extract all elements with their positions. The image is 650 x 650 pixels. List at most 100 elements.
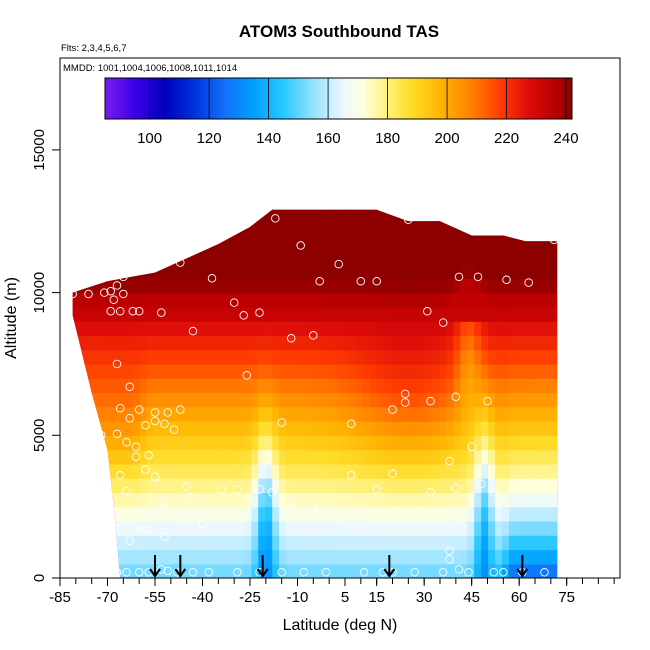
heatmap-cell <box>230 321 238 336</box>
x-axis-tick-label: 60 <box>511 589 528 606</box>
observation-point <box>134 405 144 414</box>
heatmap-cell <box>551 193 559 208</box>
heatmap-cell <box>355 335 364 351</box>
heatmap-cell <box>230 478 238 493</box>
heatmap-cell <box>223 549 231 565</box>
heatmap-cell <box>139 406 148 422</box>
heatmap-cell <box>216 449 224 465</box>
heatmap-cell <box>230 435 238 451</box>
heatmap-cell <box>376 535 385 551</box>
heatmap-cell <box>529 321 538 336</box>
x-axis-tick-label: -55 <box>144 589 166 606</box>
heatmap-cell <box>91 563 99 579</box>
heatmap-cell <box>77 478 85 493</box>
heatmap-cell <box>481 449 489 465</box>
heatmap-cell <box>376 478 385 493</box>
heatmap-cell <box>84 249 92 265</box>
observation-point <box>347 471 356 480</box>
heatmap-cell <box>509 506 517 522</box>
heatmap-cell <box>125 520 134 536</box>
heatmap-cell <box>397 264 406 279</box>
observation-point <box>267 488 277 497</box>
heatmap-cell <box>432 235 440 251</box>
heatmap-cell <box>460 335 468 351</box>
heatmap-cell <box>474 535 482 551</box>
heatmap-cell <box>404 535 413 551</box>
heatmap-cell <box>188 563 197 579</box>
heatmap-cell <box>425 321 433 336</box>
heatmap-cell <box>258 249 266 265</box>
heatmap-cell <box>502 406 510 422</box>
colorbar: 100 120 140 160 180 200 220 240 <box>104 77 579 147</box>
heatmap-cell <box>320 520 329 536</box>
heatmap-cell <box>300 221 308 237</box>
heatmap-cell <box>286 249 294 265</box>
flight-arrow-head <box>516 568 529 578</box>
heatmap-cell <box>341 535 350 551</box>
heatmap-cell <box>341 492 350 508</box>
heatmap-cell <box>167 209 176 222</box>
observation-point <box>204 568 214 577</box>
heatmap-cell <box>139 349 148 365</box>
heatmap-cell <box>98 221 106 237</box>
heatmap-cell <box>327 292 336 308</box>
heatmap-cell <box>369 209 378 222</box>
y-axis-label: Altitude (m) <box>3 277 20 359</box>
heatmap-cell <box>181 292 190 308</box>
heatmap-cell <box>77 392 85 408</box>
heatmap-cell <box>279 392 287 408</box>
heatmap-cell <box>223 249 231 265</box>
heatmap-cell <box>132 406 141 422</box>
heatmap-cell <box>383 563 392 579</box>
heatmap-cell <box>72 264 78 279</box>
heatmap-cell <box>272 478 280 493</box>
heatmap-cell <box>474 406 482 422</box>
heatmap-cell <box>320 492 329 508</box>
observation-point <box>242 371 252 380</box>
heatmap-cell <box>209 535 218 551</box>
heatmap-cell <box>251 463 259 479</box>
heatmap-cell <box>376 209 385 222</box>
heatmap-cell <box>558 421 566 436</box>
heatmap-cell <box>84 321 92 336</box>
heatmap-cell <box>63 307 71 322</box>
heatmap-cell <box>460 306 468 322</box>
heatmap-cell <box>523 520 531 536</box>
heatmap-cell <box>132 364 141 379</box>
heatmap-cell <box>195 235 204 251</box>
heatmap-cell <box>118 506 127 522</box>
heatmap-cell <box>279 335 287 351</box>
heatmap-cell <box>293 292 301 308</box>
heatmap-cell <box>300 463 308 479</box>
heatmap-cell <box>237 364 245 379</box>
heatmap-cell <box>453 349 461 365</box>
heatmap-cell <box>502 249 510 265</box>
heatmap-cell <box>411 392 420 408</box>
heatmap-cell <box>258 321 266 336</box>
heatmap-cell <box>111 549 120 565</box>
heatmap-cell <box>418 463 427 479</box>
heatmap-cell <box>348 221 357 237</box>
heatmap-cell <box>397 221 406 237</box>
heatmap-cell <box>160 221 169 237</box>
heatmap-cell <box>286 535 294 551</box>
heatmap-cell <box>565 221 573 236</box>
heatmap-cell <box>174 221 183 237</box>
heatmap-cell <box>467 449 475 465</box>
heatmap-cell <box>72 563 78 579</box>
heatmap-cell <box>84 364 92 379</box>
observation-point <box>182 482 191 491</box>
heatmap-cell <box>279 306 287 322</box>
heatmap-cell <box>495 406 503 422</box>
heatmap-cell <box>558 521 566 536</box>
heatmap-cell <box>474 563 482 579</box>
heatmap-cell <box>167 421 176 436</box>
heatmap-cell <box>147 193 155 208</box>
heatmap-cell <box>453 278 461 294</box>
heatmap-cell <box>474 264 482 279</box>
heatmap-cell <box>139 209 148 222</box>
heatmap-cell <box>411 463 420 479</box>
heatmap-cell <box>153 535 162 551</box>
heatmap-cell <box>258 520 266 536</box>
heatmap-cell <box>320 306 329 322</box>
